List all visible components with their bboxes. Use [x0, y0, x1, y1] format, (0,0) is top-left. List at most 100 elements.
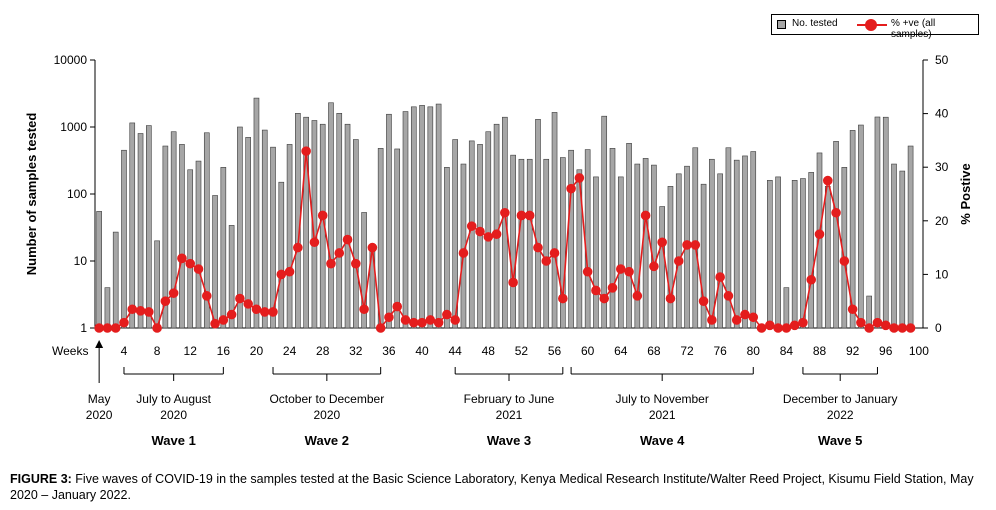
positivity-point [466, 221, 477, 231]
bar-tested [601, 115, 608, 329]
period-label: October to December [269, 392, 384, 406]
positivity-point [839, 256, 850, 266]
x-tick-label: 48 [482, 344, 496, 358]
bar-tested [170, 131, 177, 329]
positivity-point [450, 315, 460, 325]
positivity-point [533, 242, 543, 253]
positivity-point [541, 256, 552, 266]
bar-tested [767, 180, 773, 329]
bar-tested [386, 113, 392, 329]
positivity-point [177, 253, 187, 264]
x-tick-label: 60 [581, 344, 595, 358]
bar-tested [593, 176, 599, 329]
right-tick-label: 50 [935, 53, 949, 67]
bar-tested [286, 144, 293, 329]
bar-tested [750, 151, 757, 329]
positivity-point [856, 317, 866, 328]
bar-tested [419, 105, 425, 329]
bar-tested [402, 111, 409, 329]
bar-tested [303, 116, 309, 329]
bar-tested [692, 147, 699, 329]
x-tick-label: 92 [846, 344, 860, 358]
positivity-point [773, 323, 783, 333]
positivity-point [210, 318, 220, 329]
positivity-point [359, 304, 369, 315]
positivity-point [342, 234, 353, 245]
bar-tested [245, 137, 251, 329]
bar-tested [261, 129, 268, 329]
bar-tested [849, 130, 856, 329]
positivity-point [640, 210, 651, 221]
positivity-point [607, 283, 618, 293]
x-tick-label: 12 [184, 344, 198, 358]
right-tick-label: 20 [935, 214, 949, 228]
bar-tested [675, 173, 682, 329]
positivity-point [781, 323, 792, 333]
positivity-point [226, 309, 237, 320]
positivity-point [591, 285, 601, 296]
bar-tested [253, 97, 260, 329]
bar-tested [353, 139, 359, 329]
positivity-point [309, 237, 320, 248]
positivity-point [235, 293, 245, 304]
positivity-point [375, 323, 386, 333]
bar-tested [427, 106, 434, 329]
x-tick-label: 36 [382, 344, 396, 358]
bar-tested [518, 158, 525, 329]
positivity-point [94, 323, 104, 333]
positivity-point [317, 210, 328, 221]
bar-tested [824, 186, 831, 329]
positivity-point [168, 288, 179, 298]
positivity-point [731, 315, 742, 325]
bar-tested [278, 181, 285, 329]
positivity-point [566, 183, 576, 194]
bar-tested [146, 125, 152, 329]
bar-tested [121, 149, 127, 329]
bar-tested [220, 167, 227, 329]
bar-tested [551, 112, 558, 329]
bar-tested [228, 225, 235, 329]
positivity-point [905, 323, 916, 333]
bar-tested [493, 123, 500, 329]
positivity-point [748, 312, 759, 323]
bar-tested [725, 147, 732, 329]
bar-tested [328, 102, 334, 329]
bar-tested [195, 160, 202, 329]
start-arrow-head [95, 340, 104, 348]
positivity-point [160, 296, 171, 307]
bar-tested [526, 158, 533, 329]
positivity-point [789, 320, 800, 331]
x-tick-label: 64 [614, 344, 628, 358]
bar-tested [212, 195, 218, 329]
period-year: 2020 [160, 408, 187, 422]
positivity-point [491, 229, 502, 239]
x-tick-label: 88 [813, 344, 827, 358]
positivity-point [649, 261, 659, 272]
positivity-point [433, 317, 444, 328]
bar-tested [270, 146, 276, 329]
x-tick-label: 84 [780, 344, 794, 358]
positivity-point [864, 323, 874, 333]
figure-caption: FIGURE 3: Five waves of COVID-19 in the … [10, 471, 986, 503]
bar-tested [311, 120, 318, 329]
bar-tested [891, 163, 897, 329]
legend-marker-swatch [865, 19, 877, 31]
bar-tested [237, 126, 243, 329]
x-tick-label: 28 [316, 344, 330, 358]
positivity-point [243, 299, 253, 309]
positivity-point [524, 210, 535, 221]
bar-tested [816, 152, 823, 329]
x-tick-label: 68 [647, 344, 661, 358]
wave-label: Wave 2 [305, 433, 349, 448]
positivity-point [723, 291, 734, 301]
positivity-point [135, 306, 146, 316]
bar-tested [452, 139, 458, 329]
positivity-point [707, 315, 717, 325]
x-axis-title: Weeks [52, 344, 88, 358]
left-tick-label: 10 [74, 254, 88, 268]
positivity-point [765, 320, 775, 331]
positivity-point [558, 293, 568, 304]
bar-tested [179, 144, 185, 329]
positivity-point [483, 232, 494, 242]
period-label: July to November [615, 392, 708, 406]
